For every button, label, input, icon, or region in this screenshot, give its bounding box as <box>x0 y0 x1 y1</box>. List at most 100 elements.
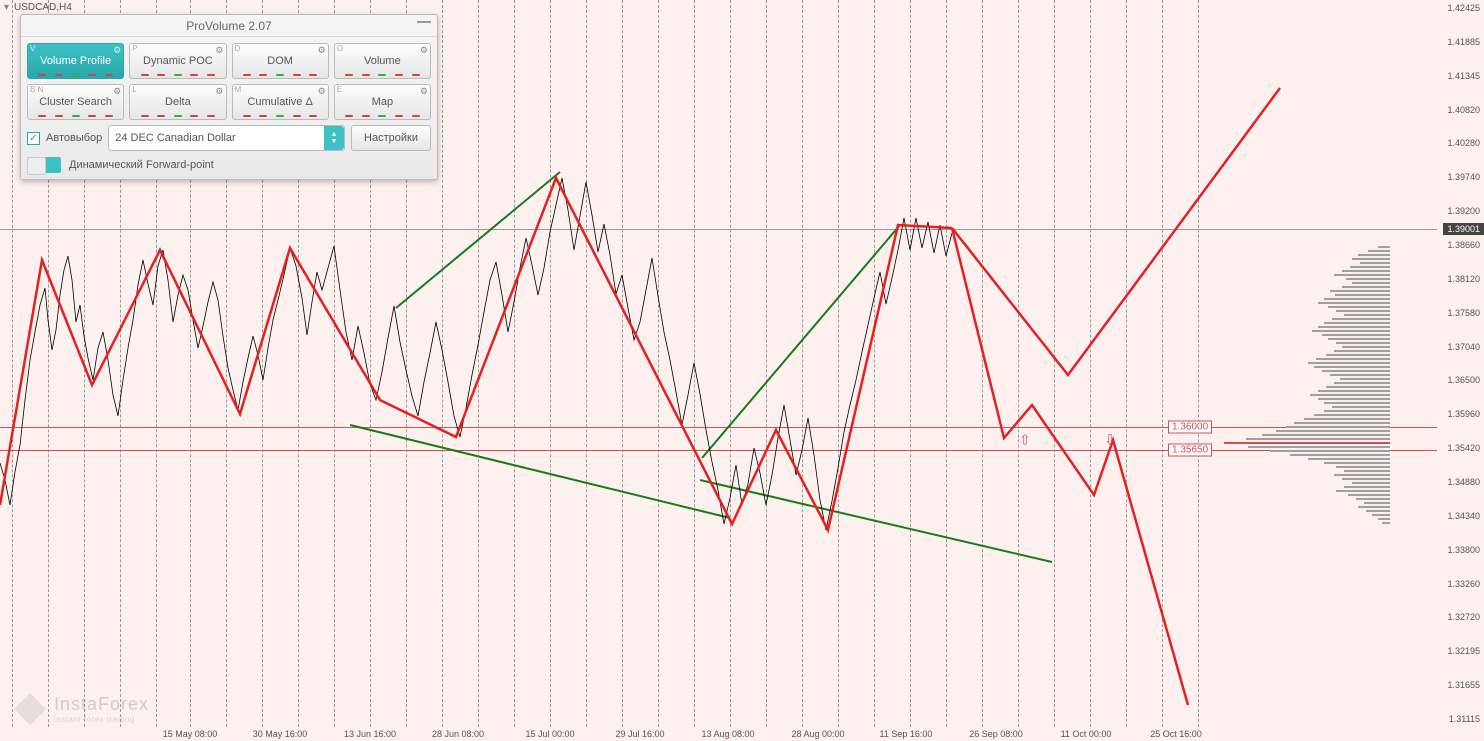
volume-profile-bar <box>1286 426 1390 428</box>
gear-icon[interactable]: ⚙ <box>215 86 223 97</box>
gear-icon[interactable]: ⚙ <box>318 45 326 56</box>
tool-button-dynamic-poc[interactable]: P⚙Dynamic POC <box>129 43 226 79</box>
volume-profile-bar <box>1344 486 1390 488</box>
panel-titlebar[interactable]: ProVolume 2.07 <box>21 15 437 37</box>
x-tick: 29 Jul 16:00 <box>615 729 664 739</box>
gear-icon[interactable]: ⚙ <box>420 86 428 97</box>
volume-profile-bar <box>1324 410 1390 412</box>
volume-profile-bar <box>1372 514 1390 516</box>
panel-title: ProVolume 2.07 <box>186 19 271 33</box>
y-tick: 1.41885 <box>1447 37 1480 47</box>
volume-profile-bar <box>1352 482 1390 484</box>
gear-icon[interactable]: ⚙ <box>113 86 121 97</box>
x-tick: 11 Sep 16:00 <box>880 729 933 739</box>
x-tick: 26 Sep 08:00 <box>969 729 1023 739</box>
y-tick: 1.40280 <box>1447 138 1480 148</box>
down-arrow-icon: ⇩ <box>1104 432 1116 449</box>
x-tick: 30 May 16:00 <box>253 729 308 739</box>
volume-profile-bar <box>1378 518 1390 520</box>
volume-profile-bar <box>1366 510 1390 512</box>
volume-profile-bar <box>1322 334 1390 336</box>
volume-profile-bar <box>1318 302 1390 304</box>
autopick-label: Автовыбор <box>46 132 102 144</box>
volume-profile-bar <box>1314 414 1390 416</box>
tool-button-cumulative-[interactable]: M⚙Cumulative Δ <box>232 84 329 120</box>
volume-profile-bar <box>1352 282 1390 284</box>
y-tick: 1.31115 <box>1449 714 1480 724</box>
y-tick: 1.39200 <box>1447 206 1480 216</box>
volume-profile-bar <box>1378 246 1390 248</box>
gear-icon[interactable]: ⚙ <box>420 45 428 56</box>
volume-profile-bar <box>1340 378 1390 380</box>
y-axis: 1.39001 1.424251.418851.413451.408201.40… <box>1437 0 1484 741</box>
current-price-label: 1.39001 <box>1443 223 1484 235</box>
volume-profile-bar <box>1330 374 1390 376</box>
volume-profile-bar <box>1328 306 1390 308</box>
x-tick: 28 Jun 08:00 <box>432 729 484 739</box>
volume-profile-bar <box>1332 406 1390 408</box>
volume-profile-bar <box>1322 370 1390 372</box>
tool-button-map[interactable]: E⚙Map <box>334 84 431 120</box>
x-tick: 25 Oct 16:00 <box>1150 729 1202 739</box>
volume-profile-bar <box>1360 262 1390 264</box>
volume-profile-bar <box>1326 354 1390 356</box>
autopick-checkbox[interactable]: ✓ <box>27 132 40 145</box>
gear-icon[interactable]: ⚙ <box>215 45 223 56</box>
settings-button[interactable]: Настройки <box>351 125 431 151</box>
tool-button-volume-profile[interactable]: V⚙Volume Profile <box>27 43 124 79</box>
tool-button-cluster-search[interactable]: B N⚙Cluster Search <box>27 84 124 120</box>
gear-icon[interactable]: ⚙ <box>113 45 121 56</box>
y-tick: 1.39740 <box>1447 172 1480 182</box>
volume-profile-bar <box>1270 450 1390 452</box>
y-tick: 1.34340 <box>1447 511 1480 521</box>
volume-profile-bar <box>1368 250 1390 252</box>
volume-profile-bar <box>1334 474 1390 476</box>
minimize-button[interactable] <box>417 19 431 23</box>
volume-profile-bar <box>1332 318 1390 320</box>
volume-profile-bar <box>1358 254 1390 256</box>
volume-profile-bar <box>1324 322 1390 324</box>
x-tick: 15 May 08:00 <box>163 729 218 739</box>
y-tick: 1.32195 <box>1447 646 1480 656</box>
gear-icon[interactable]: ⚙ <box>318 86 326 97</box>
volume-profile-bar <box>1294 422 1390 424</box>
y-tick: 1.38120 <box>1447 274 1480 284</box>
forward-point-label: Динамический Forward-point <box>69 159 214 171</box>
volume-profile-bar <box>1318 390 1390 392</box>
volume-profile-bar <box>1352 258 1390 260</box>
tool-button-volume[interactable]: O⚙Volume <box>334 43 431 79</box>
volume-profile-bar <box>1308 362 1390 364</box>
y-tick: 1.33800 <box>1447 545 1480 555</box>
y-tick: 1.35960 <box>1447 409 1480 419</box>
y-tick: 1.31655 <box>1447 680 1480 690</box>
volume-profile-bar <box>1334 274 1390 276</box>
x-tick: 13 Jun 16:00 <box>344 729 396 739</box>
tool-button-dom[interactable]: D⚙DOM <box>232 43 329 79</box>
volume-profile-bar <box>1356 498 1390 500</box>
y-tick: 1.35420 <box>1447 443 1480 453</box>
volume-profile-bar <box>1334 382 1390 384</box>
volume-profile-bar <box>1346 278 1390 280</box>
volume-profile-bar <box>1350 266 1390 268</box>
volume-profile-bar <box>1290 454 1390 456</box>
y-tick: 1.36500 <box>1447 375 1480 385</box>
volume-profile-bar <box>1342 478 1390 480</box>
volume-profile-bar <box>1328 338 1390 340</box>
volume-profile-bar <box>1324 402 1390 404</box>
forward-point-toggle[interactable] <box>27 157 61 173</box>
instrument-select[interactable]: 24 DEC Canadian Dollar ▲▼ <box>108 125 345 151</box>
volume-profile-bar <box>1276 430 1390 432</box>
volume-profile-bar <box>1326 386 1390 388</box>
tool-button-delta[interactable]: L⚙Delta <box>129 84 226 120</box>
target-label: 1.35650 <box>1168 444 1212 457</box>
volume-profile-bar <box>1342 346 1390 348</box>
y-tick: 1.37580 <box>1447 308 1480 318</box>
volume-profile-bar <box>1304 418 1390 420</box>
logo-tagline: instant forex trading <box>54 715 149 724</box>
provolume-panel[interactable]: ProVolume 2.07 V⚙Volume ProfileP⚙Dynamic… <box>20 14 438 180</box>
volume-profile-bar <box>1336 342 1390 344</box>
volume-profile-bar <box>1344 470 1390 472</box>
y-tick: 1.38660 <box>1447 240 1480 250</box>
y-tick: 1.37040 <box>1447 342 1480 352</box>
logo-brand: InstaForex <box>54 694 149 715</box>
